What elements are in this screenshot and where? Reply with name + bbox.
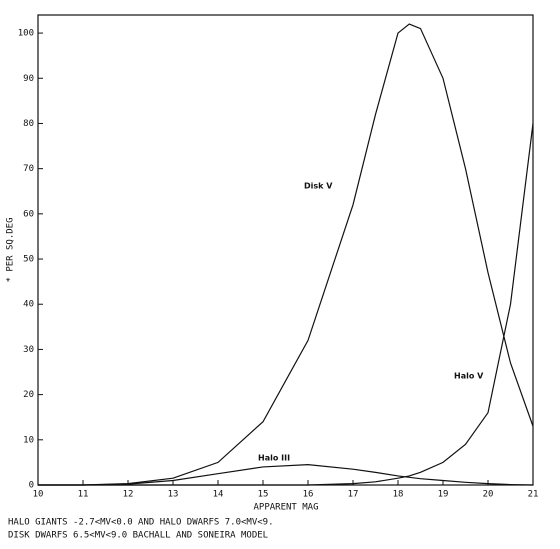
x-axis-label: APPARENT MAG [253, 503, 318, 513]
x-tick-label: 15 [258, 490, 269, 500]
y-tick-label: 10 [23, 435, 34, 445]
y-axis-label: * PER SQ.DEG [6, 217, 16, 282]
x-tick-label: 11 [78, 490, 89, 500]
x-tick-label: 16 [303, 490, 314, 500]
y-tick-label: 0 [29, 481, 34, 491]
y-tick-label: 20 [23, 390, 34, 400]
y-tick-label: 60 [23, 209, 34, 219]
y-tick-label: 90 [23, 74, 34, 84]
x-tick-label: 18 [393, 490, 404, 500]
curve-label: Halo III [258, 454, 290, 463]
curve [38, 123, 534, 486]
x-tick-label: 14 [213, 490, 224, 500]
x-tick-label: 20 [483, 490, 494, 500]
y-tick-label: 100 [18, 29, 34, 39]
x-tick-label: 19 [438, 490, 449, 500]
footnote: DISK DWARFS 6.5<MV<9.0 BACHALL AND SONEI… [8, 531, 268, 541]
y-tick-label: 70 [23, 164, 34, 174]
footnote: HALO GIANTS -2.7<MV<0.0 AND HALO DWARFS … [8, 518, 274, 528]
y-tick-label: 80 [23, 119, 34, 129]
curve [38, 464, 534, 486]
plot-frame [37, 14, 534, 486]
x-tick-label: 17 [348, 490, 359, 500]
y-tick-label: 30 [23, 345, 34, 355]
x-tick-label: 12 [123, 490, 134, 500]
y-tick-label: 40 [23, 300, 34, 310]
curve-label: Disk V [304, 182, 333, 191]
x-tick-label: 10 [33, 490, 44, 500]
y-tick-label: 50 [23, 255, 34, 265]
x-tick-label: 13 [168, 490, 179, 500]
x-tick-label: 21 [528, 490, 539, 500]
curve [38, 23, 534, 486]
curve-label: Halo V [454, 372, 484, 381]
